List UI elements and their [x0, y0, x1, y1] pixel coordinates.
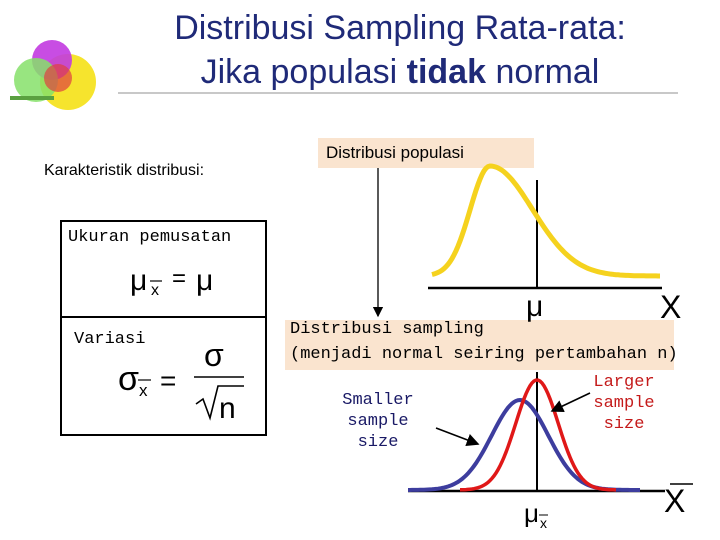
title-divider	[118, 92, 678, 94]
larger-line-1: Larger	[593, 373, 655, 392]
title-line-2-prefix: Jika populasi	[200, 53, 398, 91]
se-equals: =	[160, 365, 176, 396]
title-line-2-emphasis: tidak	[406, 53, 486, 91]
mean-lhs-sub-x: x	[151, 282, 159, 299]
population-distribution-label: Distribusi populasi	[318, 138, 534, 168]
smaller-sample-label: Smaller sample size	[322, 390, 434, 453]
smaller-line-2: sample size	[347, 412, 409, 452]
mean-equals: =	[172, 265, 186, 292]
std-error-formula: σ x = σ n	[118, 337, 244, 425]
variation-label: Variasi	[74, 330, 146, 349]
mean-rhs-mu: μ	[196, 264, 213, 297]
se-numerator-sigma: σ	[204, 337, 224, 373]
slide-title: Distribusi Sampling Rata-rata: Jika popu…	[100, 6, 700, 94]
sampling-distribution-title: Distribusi sampling	[290, 320, 484, 339]
larger-line-3: size	[603, 415, 645, 434]
smaller-line-1: Smaller	[342, 391, 414, 410]
mean-formula: μ x = μ	[130, 264, 213, 299]
title-line-2: Jika populasi tidak normal	[100, 50, 700, 94]
se-denominator-n: n	[219, 392, 236, 425]
mean-lhs-mu: μ	[130, 264, 147, 297]
se-lhs-sigma: σ	[118, 360, 139, 398]
variation-box	[60, 316, 267, 436]
characteristics-heading: Karakteristik distribusi:	[44, 162, 205, 179]
sampling-distribution-subtitle: (menjadi normal seiring pertambahan n)	[290, 345, 678, 364]
sampling-distribution-label-box	[285, 320, 674, 370]
title-line-2-suffix: normal	[495, 53, 600, 91]
title-line-1: Distribusi Sampling Rata-rata:	[174, 9, 626, 47]
larger-sample-label: Larger sample size	[574, 372, 674, 435]
decorative-circles-logo	[10, 40, 96, 110]
center-measure-label: Ukuran pemusatan	[68, 228, 232, 247]
se-lhs-sub-x: x	[139, 381, 148, 400]
larger-line-2: sample	[593, 394, 655, 413]
se-sqrt-sign	[195, 385, 244, 421]
